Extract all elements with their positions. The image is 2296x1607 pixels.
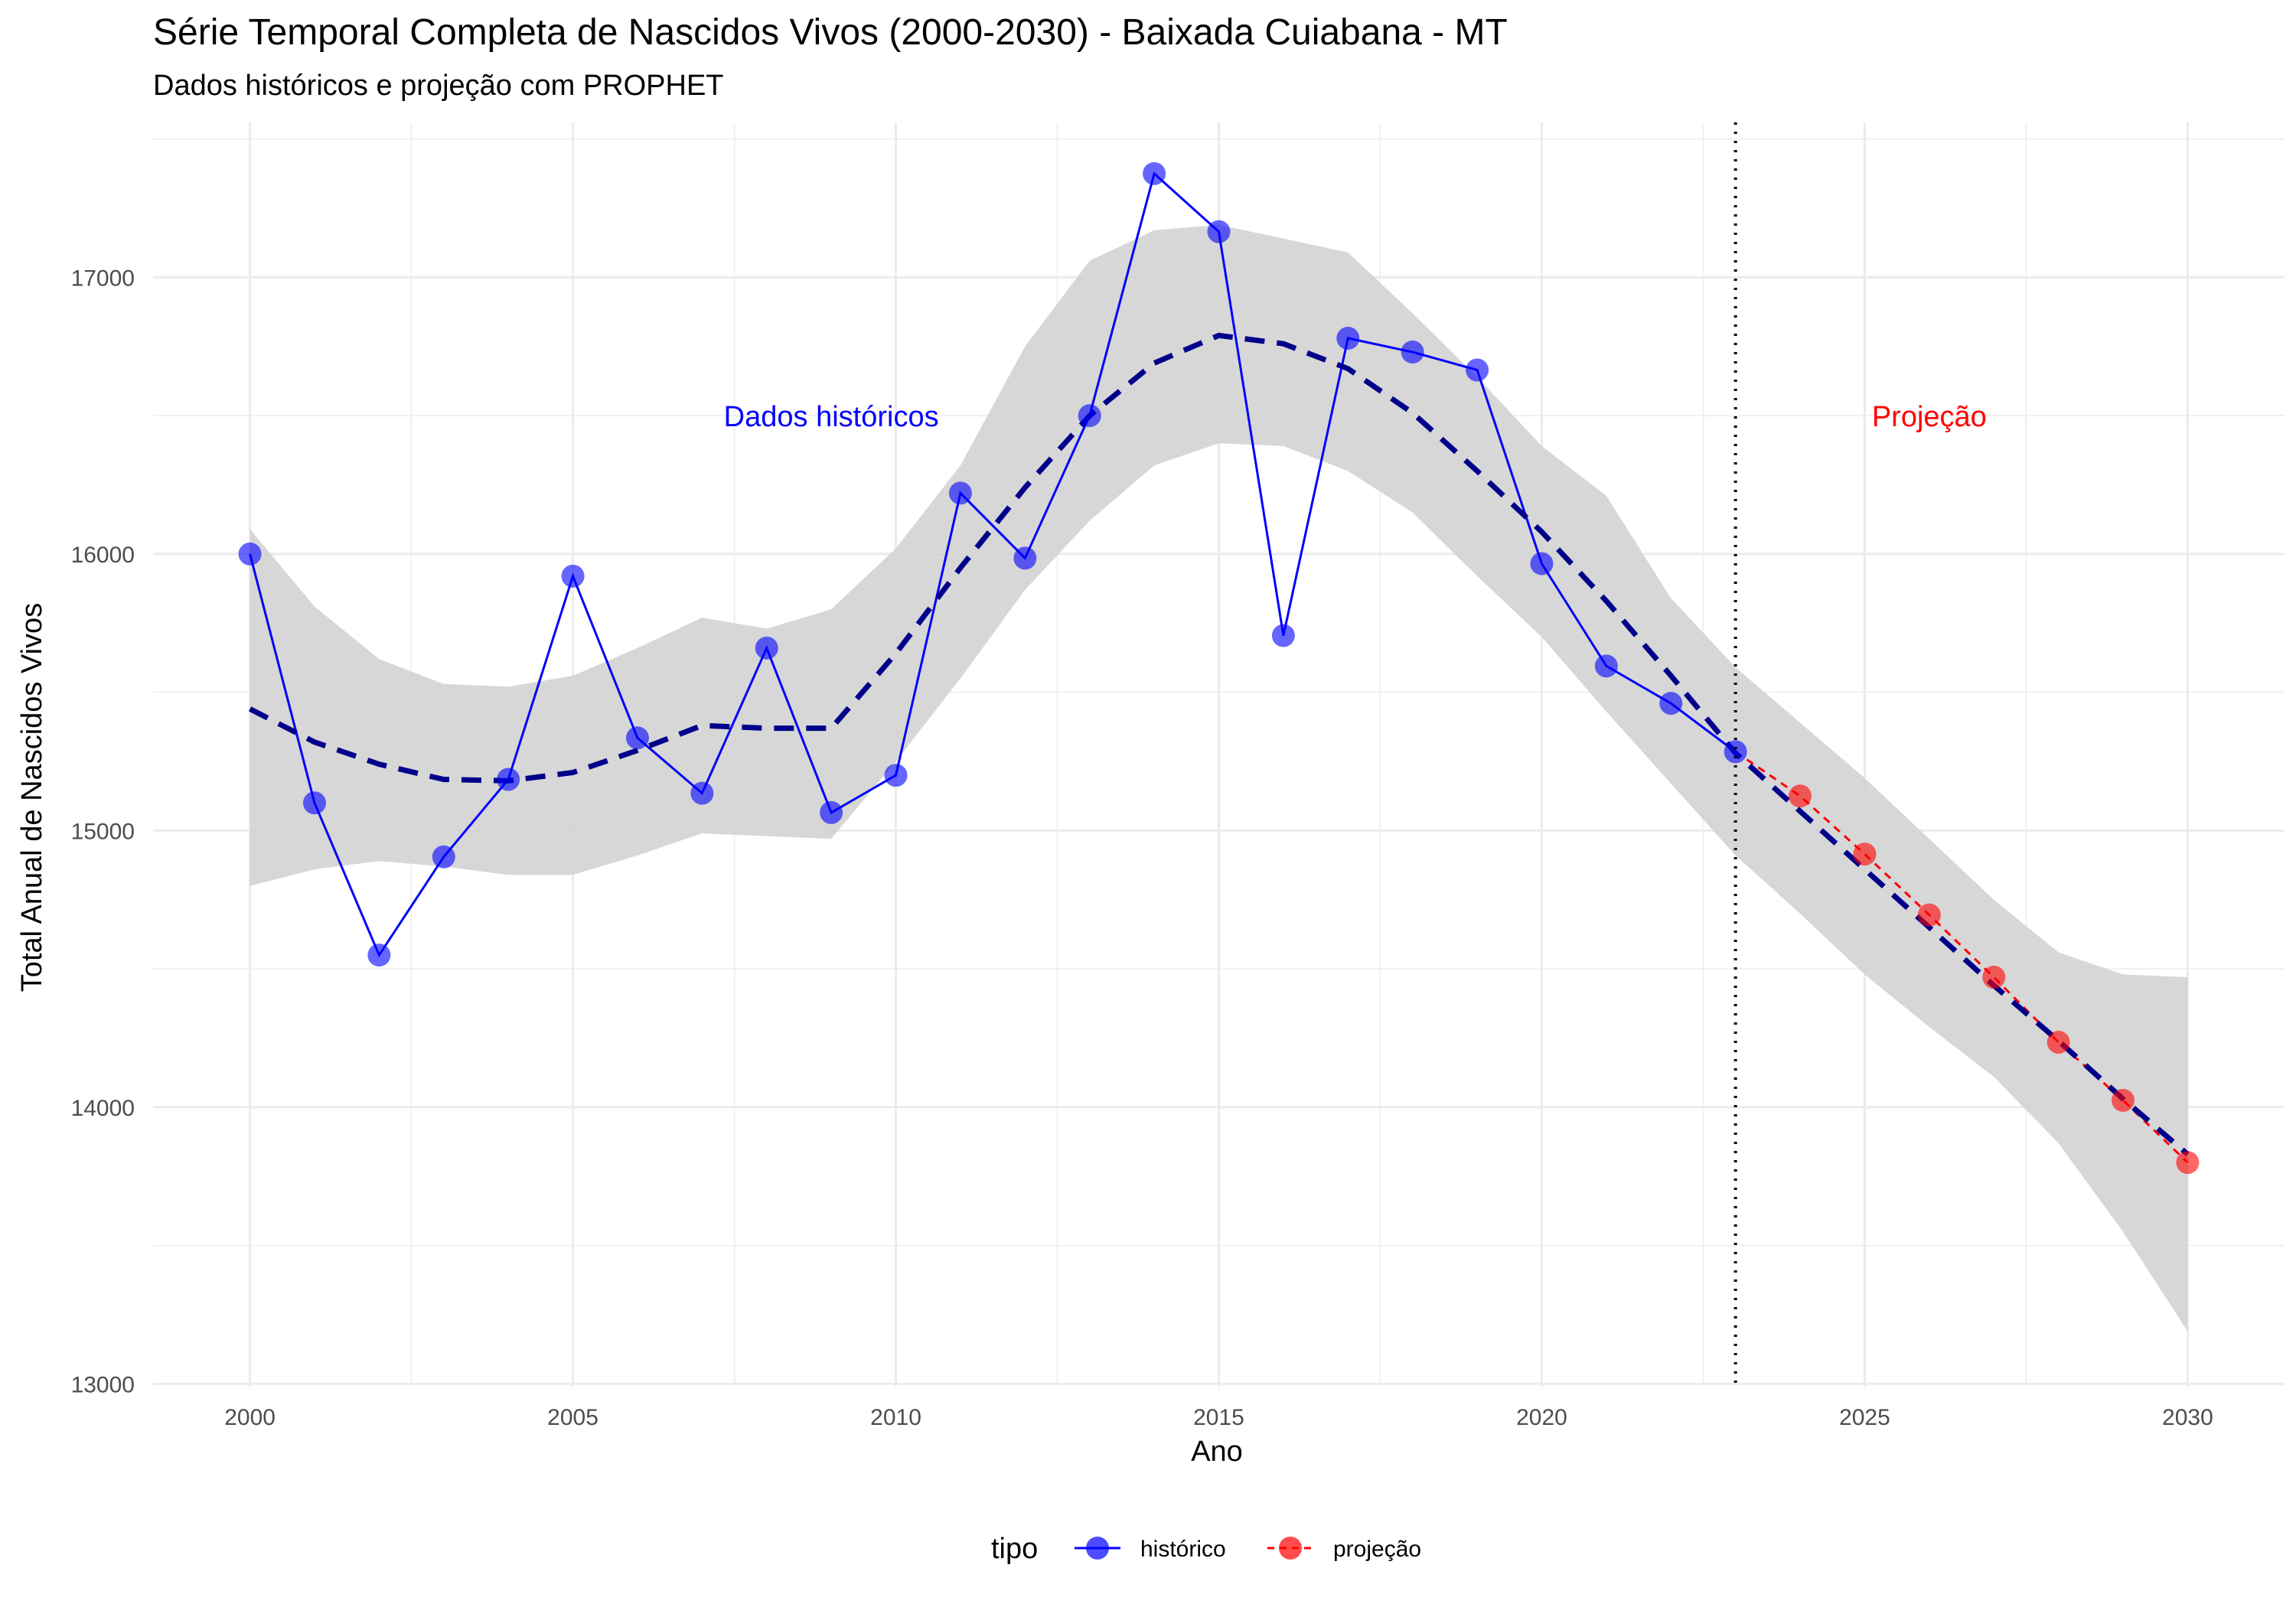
legend-marker-projecao [1279, 1537, 1302, 1560]
data-point-historico [497, 768, 520, 791]
data-point-historico [1013, 546, 1037, 570]
y-axis-title: Total Anual de Nascidos Vivos [16, 603, 48, 992]
y-tick-label: 13000 [71, 1372, 135, 1397]
data-point-projecao [2047, 1030, 2070, 1054]
data-point-historico [625, 726, 649, 750]
data-point-historico [1271, 624, 1295, 647]
data-point-projecao [2112, 1088, 2135, 1112]
legend-label-historico: histórico [1140, 1537, 1226, 1562]
legend-label-projecao: projeção [1333, 1537, 1421, 1562]
data-point-historico [1530, 552, 1554, 575]
chart-subtitle: Dados históricos e projeção com PROPHET [153, 70, 724, 102]
annotation-historical: Dados históricos [724, 401, 939, 433]
legend-item-projecao: projeção [1267, 1537, 1421, 1562]
trend-line [248, 332, 2190, 1157]
data-point-projecao [1917, 903, 1941, 927]
legend-title: tipo [991, 1533, 1038, 1565]
y-tick-label: 17000 [71, 266, 135, 291]
legend-item-historico: histórico [1075, 1537, 1226, 1562]
data-point-projecao [1789, 784, 1812, 808]
annotation-projection: Projeção [1872, 401, 1987, 433]
x-tick-label: 2005 [547, 1405, 598, 1430]
data-point-historico [432, 845, 455, 869]
data-point-projecao [1982, 965, 2006, 989]
legend: tipo histórico projeção [991, 1533, 1421, 1565]
data-point-historico [1401, 341, 1424, 364]
series-line-historico [249, 171, 1737, 958]
data-point-historico [1594, 654, 1618, 678]
data-point-historico [1143, 161, 1166, 185]
x-tick-label: 2010 [870, 1405, 921, 1430]
data-point-historico [884, 764, 908, 787]
data-point-historico [1078, 404, 1101, 428]
y-tick-label: 14000 [71, 1096, 135, 1121]
confidence-band [249, 224, 2188, 1332]
x-axis-title: Ano [1191, 1436, 1243, 1468]
x-tick-label: 2025 [1839, 1405, 1890, 1430]
x-tick-label: 2020 [1516, 1405, 1567, 1430]
data-point-historico [755, 636, 778, 660]
x-tick-label: 2015 [1193, 1405, 1244, 1430]
data-point-historico [1724, 740, 1747, 764]
data-point-projecao [1853, 843, 1877, 866]
data-point-historico [367, 944, 391, 967]
legend-marker-historico [1086, 1537, 1109, 1560]
x-tick-label: 2030 [2162, 1405, 2213, 1430]
data-point-historico [1207, 220, 1231, 243]
chart-title: Série Temporal Completa de Nascidos Vivo… [153, 12, 1508, 53]
y-tick-label: 16000 [71, 543, 135, 568]
data-point-historico [690, 781, 714, 805]
data-point-projecao [2176, 1151, 2200, 1175]
data-point-historico [238, 542, 262, 566]
x-tick-label: 2000 [224, 1405, 276, 1430]
plot-area: 2000 2005 2010 2015 2020 2025 2030 13000 14000 15… [71, 122, 2285, 1430]
data-point-historico [1659, 692, 1683, 715]
data-point-historico [948, 481, 972, 505]
data-point-historico [820, 800, 843, 824]
data-point-historico [1336, 326, 1360, 350]
y-tick-label: 15000 [71, 819, 135, 844]
data-point-historico [302, 791, 326, 815]
data-point-historico [561, 564, 585, 588]
data-point-historico [1466, 358, 1489, 382]
